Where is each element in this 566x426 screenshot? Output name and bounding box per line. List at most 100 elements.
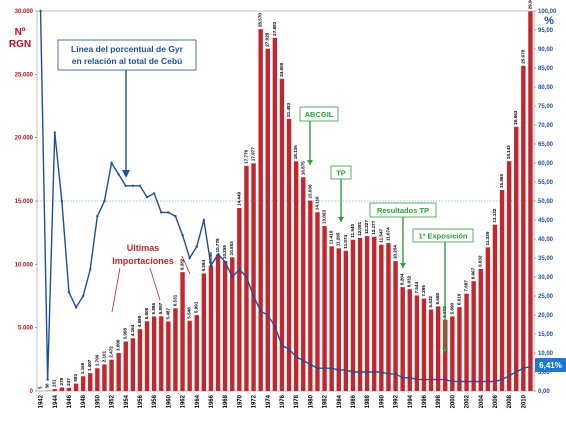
annotation-importaciones-arrow xyxy=(111,267,121,313)
bar xyxy=(116,353,121,391)
bar-value-label: 20.863 xyxy=(513,110,518,124)
bar-value-label: 5.991 xyxy=(194,301,199,313)
bar-value-label: 5.548 xyxy=(187,307,192,319)
line-point xyxy=(302,359,305,362)
bar-value-label: 15.865 xyxy=(499,174,504,188)
line-point xyxy=(195,245,198,248)
annotation-primera-exposicion-arrowhead xyxy=(442,348,448,353)
bar xyxy=(166,321,171,391)
bar xyxy=(52,389,57,391)
bar-value-label: 17.977 xyxy=(251,147,256,161)
y-right-tick-label: 40,00 xyxy=(538,237,554,243)
bar xyxy=(485,247,491,391)
bar xyxy=(393,261,398,391)
bar xyxy=(279,78,285,392)
bar-value-label: 3.000 xyxy=(116,339,121,351)
bar-value-label: 13.023 xyxy=(322,210,327,224)
line-point xyxy=(231,275,234,279)
bar-value-label: 5.886 xyxy=(151,303,156,315)
x-tick-label: 1944 xyxy=(53,394,59,408)
bar-value-label: 28.570 xyxy=(258,13,263,27)
bar xyxy=(428,309,434,391)
y-left-tick-label: 15.000 xyxy=(15,199,34,205)
bar-value-label: 8.667 xyxy=(471,267,476,279)
bar xyxy=(471,281,476,391)
line-point xyxy=(131,184,135,187)
bar-value-label: 14.449 xyxy=(236,191,241,205)
bar-value-label: 10.778 xyxy=(215,238,220,252)
line-point xyxy=(216,253,220,256)
line-point xyxy=(266,313,269,317)
annotation-gyr-arrowhead xyxy=(122,170,130,178)
x-tick-label: 1976 xyxy=(280,394,286,408)
y-right-tick-label: 75,00 xyxy=(538,104,554,110)
line-point xyxy=(152,192,156,195)
x-tick-label: 1986 xyxy=(351,394,357,408)
bar xyxy=(109,359,114,391)
x-tick-label: 1972 xyxy=(252,394,258,408)
percent-badge xyxy=(535,358,566,372)
bar xyxy=(457,307,462,391)
bar-value-label: 18.136 xyxy=(293,145,298,159)
line-point xyxy=(174,215,177,218)
annotation-resultados-tp-label: Resultados TP xyxy=(377,206,429,215)
line-point xyxy=(287,348,291,351)
bar xyxy=(492,224,498,391)
bar-value-label: 7.544 xyxy=(414,282,419,294)
x-tick-label: 1996 xyxy=(422,394,428,408)
bar xyxy=(478,268,483,391)
line-point xyxy=(110,161,113,165)
bar xyxy=(293,161,299,391)
bar-value-label: 151 xyxy=(52,379,57,387)
line-point xyxy=(124,184,127,187)
line-point xyxy=(39,9,42,13)
bar xyxy=(514,126,519,391)
bar-value-label: 1.796 xyxy=(94,354,99,366)
bar xyxy=(286,118,292,391)
annotation-importaciones-line2: Importaciones xyxy=(112,256,174,266)
bar-value-label: 17.776 xyxy=(243,149,248,163)
y-right-tick-label: 100,00 xyxy=(538,9,557,15)
y-right-tick-label: 55,00 xyxy=(538,180,554,186)
y-right-tick-label: 20,00 xyxy=(538,313,554,319)
bar-value-label: 11.074 xyxy=(343,234,348,248)
line-point xyxy=(167,211,170,214)
line-point xyxy=(81,294,85,298)
x-tick-label: 1946 xyxy=(67,394,73,408)
bar-value-label: 13.132 xyxy=(492,208,497,222)
x-tick-label: 1978 xyxy=(294,394,300,408)
bar xyxy=(159,316,164,391)
x-tick-label: 1980 xyxy=(308,394,314,408)
bar-value-label: 5.487 xyxy=(165,308,170,320)
bar xyxy=(421,298,427,391)
percent-badge-label: 6,41% xyxy=(539,361,562,370)
annotation-tp-arrowhead xyxy=(338,217,344,222)
line-point xyxy=(259,310,262,313)
bar-value-label: 10.553 xyxy=(229,241,234,255)
x-tick-label: 1992 xyxy=(394,394,400,408)
bar-value-label: 8.032 xyxy=(407,275,412,287)
y-right-tick-label: 50,00 xyxy=(538,199,554,205)
y-right-tick-label: 15,00 xyxy=(538,332,554,338)
bar xyxy=(443,319,448,391)
bar xyxy=(272,37,278,391)
bar xyxy=(329,246,334,391)
annotation-primera-exposicion-box xyxy=(412,228,474,243)
x-tick-label: 1982 xyxy=(323,394,329,408)
line-point xyxy=(181,234,184,237)
annotation-importaciones-arrow xyxy=(149,267,161,301)
bar xyxy=(322,226,327,391)
x-tick-label: 1948 xyxy=(81,394,87,408)
axes: 0 5.000 10.000 15.000 20.000 25.000 30.000 0,00… xyxy=(9,9,557,408)
x-tick-label: 2010 xyxy=(521,394,527,408)
bar-value-label: 3.908 xyxy=(123,328,128,340)
y-left-axis-title: Nº xyxy=(15,27,26,38)
bar xyxy=(364,236,370,391)
bar-value-label: 21.483 xyxy=(286,102,291,116)
x-tick-label: 1974 xyxy=(266,394,272,408)
x-tick-label: 1970 xyxy=(237,394,243,408)
bar xyxy=(521,65,526,391)
annotation-importaciones-arrow xyxy=(181,255,191,275)
